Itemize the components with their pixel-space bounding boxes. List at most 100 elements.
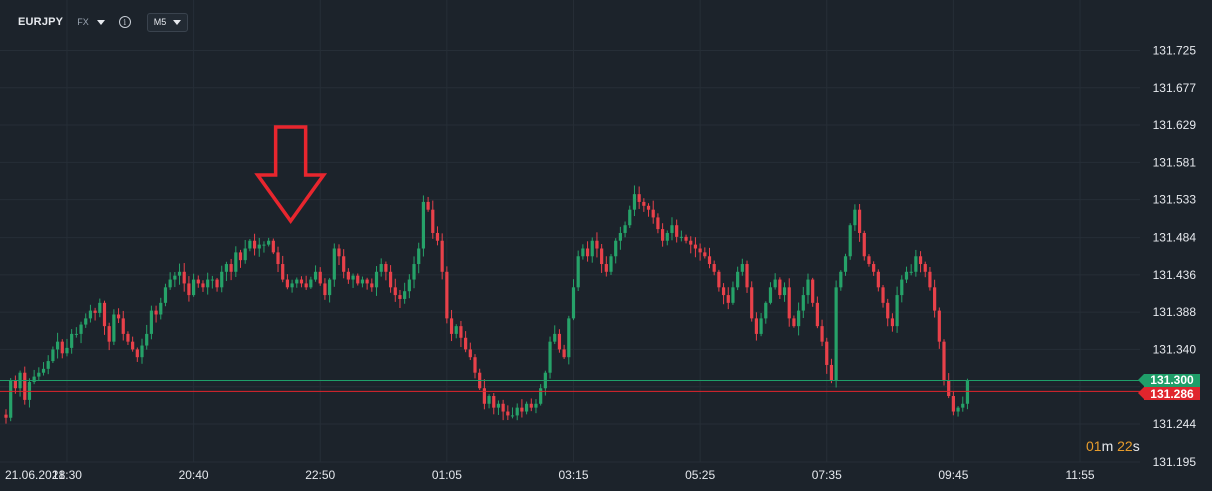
candle-body — [328, 279, 332, 296]
candle-body — [473, 357, 477, 373]
candle — [309, 276, 313, 289]
x-tick-label: 22:50 — [305, 468, 335, 482]
candle — [965, 378, 970, 410]
candle — [740, 258, 744, 276]
x-tick-label: 09:45 — [938, 468, 968, 482]
candle — [182, 263, 186, 292]
candle — [23, 366, 27, 405]
candle — [388, 265, 393, 293]
candle-body — [93, 310, 97, 313]
candle — [909, 264, 913, 276]
candle-body — [806, 279, 810, 296]
candle — [857, 204, 862, 242]
candle — [229, 258, 233, 281]
candle — [698, 243, 702, 261]
candle-body — [388, 271, 393, 288]
candle-body — [295, 279, 299, 284]
candle — [107, 322, 111, 351]
candle-body — [374, 271, 379, 288]
candle-body — [646, 205, 651, 210]
candle — [140, 338, 144, 364]
candle — [454, 324, 458, 339]
candle — [942, 339, 946, 386]
symbol-dropdown-caret-icon[interactable] — [96, 20, 105, 25]
candle-body — [623, 225, 627, 233]
candle-body — [731, 287, 735, 303]
candle-body — [210, 279, 214, 281]
ask-price-badge: 131.286 — [1138, 387, 1200, 401]
y-tick-label: 131.244 — [1153, 417, 1197, 431]
candle-body — [881, 287, 885, 303]
candle-body — [909, 271, 913, 273]
candle — [252, 233, 257, 256]
candle — [262, 241, 266, 253]
candle — [782, 282, 787, 302]
candle — [848, 223, 852, 260]
candle — [614, 238, 618, 264]
candle — [55, 332, 60, 359]
candle — [717, 269, 721, 292]
candle-body — [229, 264, 233, 272]
candle — [623, 221, 627, 238]
candle-body — [843, 256, 848, 272]
candle-body — [356, 275, 360, 284]
candle-body — [886, 302, 890, 319]
candle — [665, 230, 669, 246]
candle — [482, 379, 486, 410]
candle — [102, 300, 107, 335]
candle-body — [900, 279, 904, 296]
candle-body — [862, 232, 866, 257]
candle-body — [187, 283, 191, 296]
candle — [492, 393, 496, 415]
candle — [820, 319, 824, 347]
candle-body — [506, 411, 510, 416]
candle — [192, 273, 196, 297]
candle-body — [79, 324, 83, 334]
candle — [707, 247, 712, 269]
candle — [313, 265, 318, 282]
candle-body — [670, 225, 674, 233]
candle-body — [121, 318, 125, 334]
candle — [548, 336, 552, 379]
candle-body — [459, 326, 463, 338]
candle-body — [468, 349, 472, 358]
candle-body — [370, 283, 374, 288]
candle — [210, 275, 214, 289]
countdown-seconds-unit: s — [1132, 438, 1140, 454]
candle-body — [778, 279, 782, 296]
candle — [562, 344, 566, 359]
candle-body — [285, 279, 289, 288]
candle-body — [764, 302, 768, 319]
timeframe-select[interactable]: M5 — [146, 12, 189, 32]
candle-body — [135, 349, 139, 358]
candle-body — [431, 209, 435, 233]
candle-body — [520, 407, 524, 412]
candle-body — [238, 252, 243, 261]
candle-body — [698, 248, 702, 253]
price-lines-layer — [0, 379, 1144, 392]
candle — [764, 301, 768, 324]
candle-body — [318, 271, 322, 284]
candle — [642, 198, 646, 212]
symbol-name[interactable]: EURJPY — [18, 16, 64, 28]
candle-body — [243, 248, 247, 261]
candle — [342, 249, 346, 279]
candle-body — [4, 414, 8, 418]
candle — [792, 315, 796, 328]
candle — [196, 275, 200, 288]
candle-body — [567, 318, 571, 358]
grid-layer — [0, 0, 1140, 463]
candle — [145, 324, 149, 350]
candle-body — [848, 225, 852, 257]
info-icon[interactable]: i — [118, 16, 131, 28]
candle — [829, 358, 834, 384]
candle — [670, 217, 674, 241]
candle — [867, 254, 871, 267]
candle — [295, 277, 299, 288]
candle — [60, 339, 64, 359]
candle — [689, 236, 693, 254]
candle — [937, 307, 941, 349]
candle-body — [754, 318, 758, 334]
